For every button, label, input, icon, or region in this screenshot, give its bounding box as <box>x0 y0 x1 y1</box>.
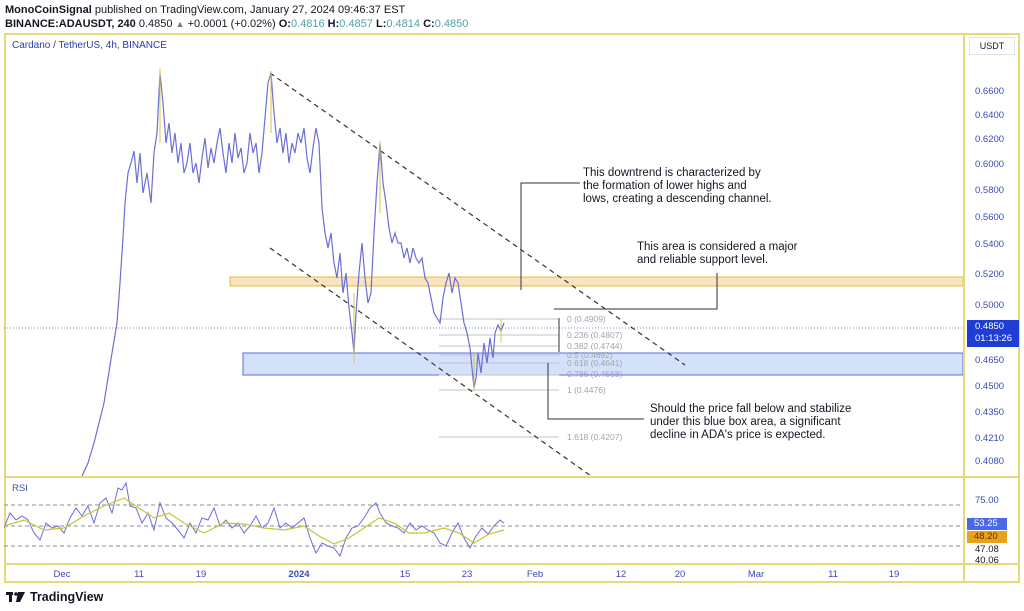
blue-box-connector <box>547 363 644 420</box>
price-tick: 0.5200 <box>975 269 1005 280</box>
rsi-ma-line <box>4 497 505 545</box>
open-label: O: <box>278 18 291 30</box>
rsi-pane[interactable]: RSI <box>4 476 963 563</box>
price-tick: 0.4080 <box>975 456 1005 467</box>
price-tick: 0.4650 <box>975 355 1005 366</box>
time-tick: 12 <box>615 569 627 580</box>
price-tick: 0.6600 <box>975 86 1005 97</box>
price-tick: 0.4500 <box>975 381 1005 392</box>
time-tick: Feb <box>526 569 544 580</box>
time-tick: 19 <box>888 569 900 580</box>
price-tick: 0.4210 <box>975 433 1005 444</box>
low-value: 0.4814 <box>386 18 421 30</box>
price-change: +0.0001 (+0.02%) <box>187 18 276 30</box>
last-price: 0.4850 <box>138 18 173 30</box>
price-tick: 0.4350 <box>975 407 1005 418</box>
rsi-ma-value-tag: 48.20 <box>967 531 1007 543</box>
support-annotation[interactable]: This area is considered a major and reli… <box>637 241 798 266</box>
price-chart-svg <box>4 68 963 476</box>
time-tick: Mar <box>747 569 765 580</box>
high-value: 0.4857 <box>339 18 373 30</box>
fib-label-1618: 1.618 (0.4207) <box>567 432 623 442</box>
rsi-indicator-label[interactable]: RSI <box>12 483 28 494</box>
low-label: L: <box>375 18 387 30</box>
price-pane[interactable]: Cardano / TetherUS, 4h, BINANCE 0 (0.490… <box>4 33 963 476</box>
ohlc-legend: BINANCE:ADAUSDT, 240 0.4850 ▲ +0.0001 (+… <box>5 17 1015 31</box>
tradingview-brand: TradingView <box>30 590 104 604</box>
fib-label-0382: 0.382 (0.4744) <box>567 341 623 351</box>
rsi-chart-svg <box>4 481 963 558</box>
time-tick: 23 <box>461 569 473 580</box>
time-tick: 11 <box>134 569 144 580</box>
time-tick-year: 2024 <box>288 569 310 580</box>
fib-label-0236: 0.236 (0.4807) <box>567 330 623 340</box>
fib-label-0618: 0.618 (0.4641) <box>567 358 623 368</box>
downtrend-connector <box>520 182 580 290</box>
current-price-tag: 0.4850 01:13:26 <box>967 320 1019 347</box>
time-tick: 15 <box>399 569 411 580</box>
close-label: C: <box>423 18 435 30</box>
price-axis[interactable]: USDT 0.6600 0.6400 0.6200 0.6000 0.5800 … <box>963 33 1020 476</box>
time-tick: 19 <box>195 569 207 580</box>
price-tick: 0.5000 <box>975 300 1005 311</box>
up-arrow-icon: ▲ <box>175 19 185 29</box>
published-text: published on TradingView.com, January 27… <box>94 4 406 16</box>
rsi-axis[interactable]: 75.00 53.25 48.20 47.08 40.06 <box>963 476 1020 563</box>
blue-box-zone <box>242 352 963 376</box>
high-label: H: <box>327 18 340 30</box>
fib-label-05: 0.5 (0.4692) <box>567 350 613 360</box>
candlesticks <box>81 72 505 476</box>
channel-upper-line <box>269 72 686 366</box>
axis-corner <box>963 563 1020 583</box>
downtrend-annotation[interactable]: This downtrend is characterized by the f… <box>583 167 772 205</box>
currency-unit-button[interactable]: USDT <box>969 37 1015 55</box>
rsi-tick: 75.00 <box>975 495 999 506</box>
time-axis[interactable]: Dec 11 19 2024 15 23 Feb 12 20 Mar 11 19 <box>4 563 963 583</box>
price-tick: 0.6200 <box>975 134 1005 145</box>
support-zone <box>229 276 963 287</box>
channel-lower-line <box>269 247 592 476</box>
up-wicks <box>159 68 502 391</box>
price-tick: 0.6400 <box>975 110 1005 121</box>
price-tick: 0.5400 <box>975 239 1005 250</box>
open-value: 0.4816 <box>290 18 325 30</box>
time-tick: 11 <box>828 569 838 580</box>
close-value: 0.4850 <box>434 18 469 30</box>
price-tick: 0.5800 <box>975 185 1005 196</box>
publish-header: MonoCoinSignal published on TradingView.… <box>5 3 1015 31</box>
rsi-tick: 47.08 <box>975 544 999 555</box>
rsi-value-tag: 53.25 <box>967 518 1007 530</box>
chart-title: Cardano / TetherUS, 4h, BINANCE <box>12 40 167 51</box>
rsi-line <box>4 481 505 558</box>
support-connector <box>554 273 718 310</box>
rsi-tick: 40.06 <box>975 555 999 563</box>
chart-frame <box>4 33 1020 583</box>
fib-lines <box>439 318 559 438</box>
time-tick: 20 <box>674 569 686 580</box>
time-tick: Dec <box>53 569 71 580</box>
tradingview-logo[interactable]: TradingView <box>6 590 103 604</box>
price-tick: 0.6000 <box>975 159 1005 170</box>
tradingview-logo-icon <box>6 592 25 602</box>
fib-label-0786: 0.786 (0.4568) <box>567 369 623 379</box>
publisher-name[interactable]: MonoCoinSignal <box>5 4 92 16</box>
blue-box-annotation[interactable]: Should the price fall below and stabiliz… <box>650 403 852 441</box>
fib-label-0: 0 (0.4909) <box>567 314 606 324</box>
fib-label-1: 1 (0.4476) <box>567 385 606 395</box>
symbol-label: BINANCE:ADAUSDT, 240 <box>5 18 136 30</box>
price-tick: 0.5600 <box>975 212 1005 223</box>
